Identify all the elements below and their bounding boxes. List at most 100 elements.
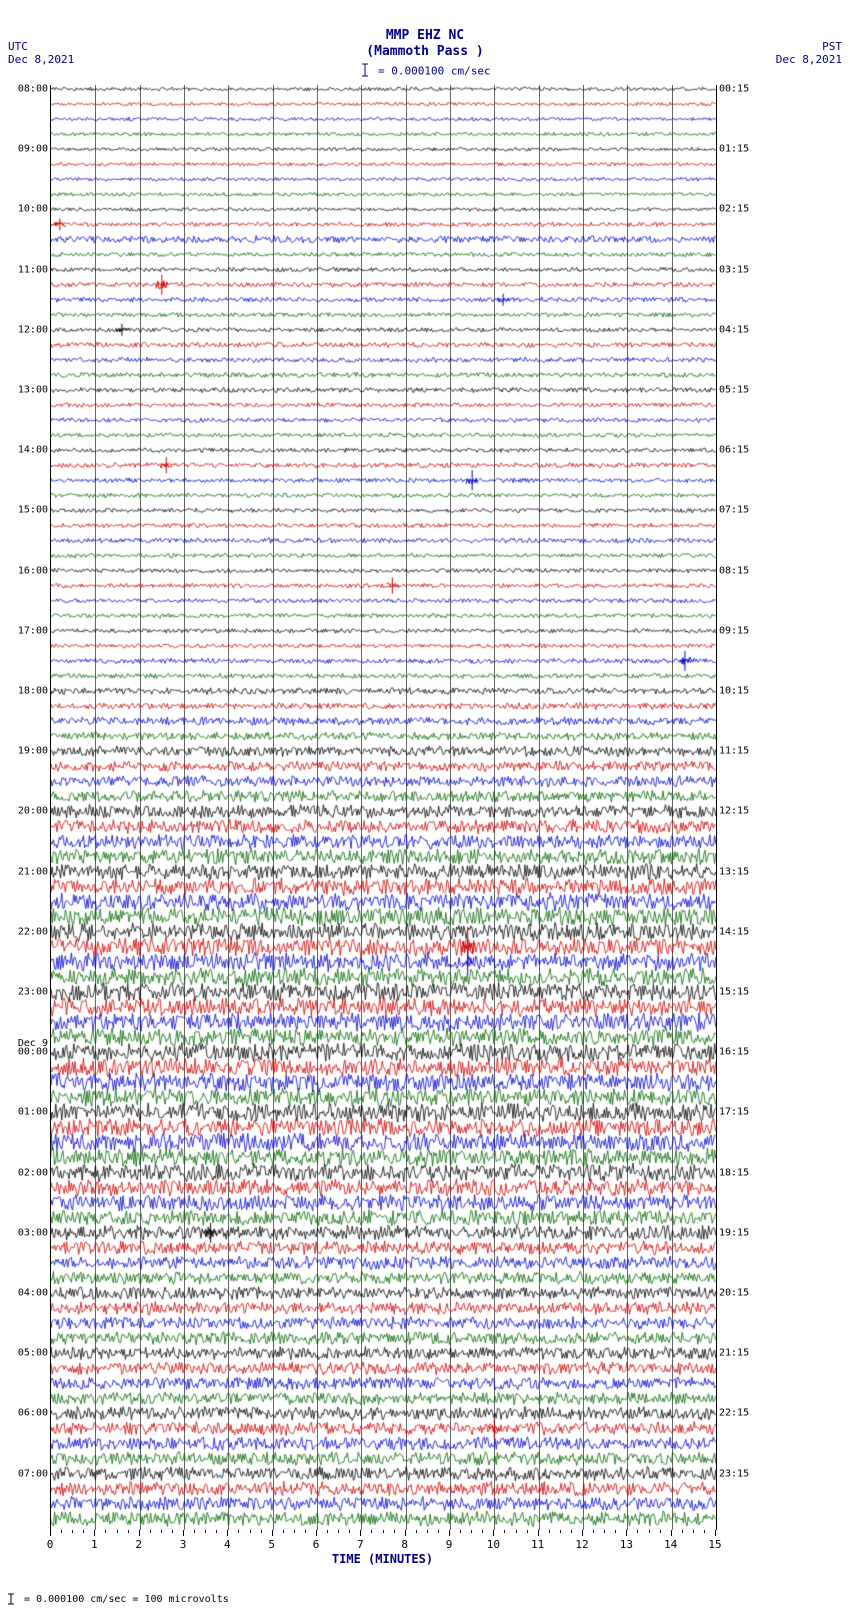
time-label-pst: 18:15 <box>716 1167 749 1178</box>
x-tick-label: 7 <box>357 1538 364 1551</box>
time-label-pst: 21:15 <box>716 1348 749 1359</box>
scale-label: = 0.000100 cm/sec <box>378 65 491 78</box>
x-tick-minor <box>560 1530 561 1533</box>
gridline <box>627 85 628 1530</box>
time-label-utc: 20:00 <box>18 806 51 817</box>
x-tick-minor <box>604 1530 605 1533</box>
x-tick-minor <box>61 1530 62 1533</box>
scale-legend: = 0.000100 cm/sec <box>0 62 850 81</box>
time-label-pst: 00:15 <box>716 84 749 95</box>
gridline <box>228 85 229 1530</box>
time-label-utc: 06:00 <box>18 1408 51 1419</box>
x-tick-label: 5 <box>268 1538 275 1551</box>
gridline <box>317 85 318 1530</box>
time-label-utc: 21:00 <box>18 866 51 877</box>
x-tick <box>449 1530 450 1536</box>
x-tick-minor <box>549 1530 550 1533</box>
x-tick <box>538 1530 539 1536</box>
time-label-pst: 01:15 <box>716 144 749 155</box>
time-label-utc: 05:00 <box>18 1348 51 1359</box>
time-label-utc: 10:00 <box>18 204 51 215</box>
x-tick-minor <box>516 1530 517 1533</box>
tz-right-label: PST <box>776 40 842 53</box>
time-label-utc: 19:00 <box>18 746 51 757</box>
time-label-utc: 04:00 <box>18 1288 51 1299</box>
station-id: MMP EHZ NC <box>0 28 850 43</box>
time-label-utc: 12:00 <box>18 324 51 335</box>
x-tick-minor <box>338 1530 339 1533</box>
x-tick-minor <box>238 1530 239 1533</box>
x-tick-label: 13 <box>620 1538 633 1551</box>
x-tick-minor <box>250 1530 251 1533</box>
x-tick-minor <box>593 1530 594 1533</box>
timezone-left: UTC Dec 8,2021 <box>8 40 74 66</box>
gridline <box>361 85 362 1530</box>
gridline <box>184 85 185 1530</box>
time-label-pst: 07:15 <box>716 505 749 516</box>
x-tick <box>50 1530 51 1536</box>
time-label-utc: 15:00 <box>18 505 51 516</box>
x-tick <box>227 1530 228 1536</box>
x-tick-label: 11 <box>531 1538 544 1551</box>
time-label-pst: 03:15 <box>716 264 749 275</box>
timezone-right: PST Dec 8,2021 <box>776 40 842 66</box>
x-tick <box>272 1530 273 1536</box>
x-tick-minor <box>682 1530 683 1533</box>
x-tick-label: 0 <box>47 1538 54 1551</box>
date-label: Dec 9 <box>18 1038 51 1049</box>
x-tick-minor <box>660 1530 661 1533</box>
x-tick-minor <box>72 1530 73 1533</box>
x-tick-minor <box>394 1530 395 1533</box>
time-label-utc: 22:00 <box>18 926 51 937</box>
x-axis: TIME (MINUTES) 0123456789101112131415 <box>50 1530 715 1570</box>
x-tick-minor <box>527 1530 528 1533</box>
x-tick <box>582 1530 583 1536</box>
plot-area: 08:0009:0010:0011:0012:0013:0014:0015:00… <box>50 85 717 1530</box>
time-label-pst: 14:15 <box>716 926 749 937</box>
gridline <box>406 85 407 1530</box>
x-tick-minor <box>383 1530 384 1533</box>
x-tick-label: 9 <box>446 1538 453 1551</box>
gridline <box>583 85 584 1530</box>
x-axis-label: TIME (MINUTES) <box>50 1552 715 1566</box>
x-tick-minor <box>83 1530 84 1533</box>
time-label-pst: 11:15 <box>716 746 749 757</box>
x-tick-label: 1 <box>91 1538 98 1551</box>
x-tick-minor <box>504 1530 505 1533</box>
time-label-pst: 17:15 <box>716 1107 749 1118</box>
tz-left-label: UTC <box>8 40 74 53</box>
x-tick <box>405 1530 406 1536</box>
x-tick-minor <box>261 1530 262 1533</box>
x-tick-minor <box>283 1530 284 1533</box>
time-label-utc: 02:00 <box>18 1167 51 1178</box>
x-tick-minor <box>194 1530 195 1533</box>
time-label-utc: 17:00 <box>18 625 51 636</box>
time-label-pst: 10:15 <box>716 686 749 697</box>
x-tick <box>715 1530 716 1536</box>
time-label-utc: 08:00 <box>18 84 51 95</box>
time-label-pst: 09:15 <box>716 625 749 636</box>
gridline <box>672 85 673 1530</box>
gridline <box>273 85 274 1530</box>
gridline <box>95 85 96 1530</box>
time-label-utc: 09:00 <box>18 144 51 155</box>
time-label-pst: 06:15 <box>716 445 749 456</box>
time-label-utc: 18:00 <box>18 686 51 697</box>
x-tick-label: 15 <box>708 1538 721 1551</box>
time-label-utc: 23:00 <box>18 987 51 998</box>
station-name: (Mammoth Pass ) <box>0 44 850 59</box>
helicorder-plot: MMP EHZ NC (Mammoth Pass ) = 0.000100 cm… <box>0 0 850 1613</box>
gridline <box>140 85 141 1530</box>
x-tick <box>671 1530 672 1536</box>
time-label-pst: 15:15 <box>716 987 749 998</box>
time-label-pst: 19:15 <box>716 1227 749 1238</box>
time-label-utc: 11:00 <box>18 264 51 275</box>
time-label-pst: 08:15 <box>716 565 749 576</box>
x-tick-minor <box>150 1530 151 1533</box>
time-label-pst: 05:15 <box>716 385 749 396</box>
x-tick-minor <box>427 1530 428 1533</box>
x-tick <box>316 1530 317 1536</box>
time-label-pst: 13:15 <box>716 866 749 877</box>
footer-scale-note: = 0.000100 cm/sec = 100 microvolts <box>4 1593 229 1605</box>
x-tick-label: 4 <box>224 1538 231 1551</box>
